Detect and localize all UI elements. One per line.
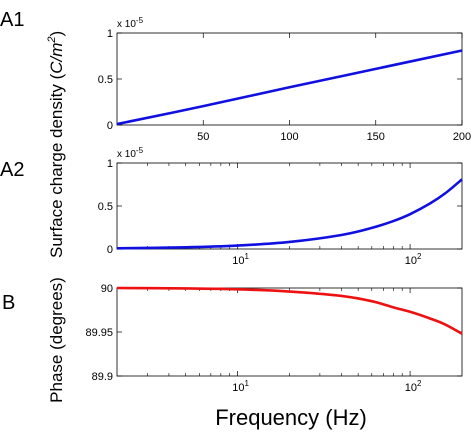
series-line bbox=[116, 178, 463, 250]
y-tick-label: 89.9 bbox=[92, 371, 113, 383]
panel-b: 101 102 89.9 89.95 90 bbox=[85, 283, 463, 394]
y-tick-label: 89.95 bbox=[85, 327, 113, 339]
plot-frame bbox=[116, 32, 463, 126]
panel-label-b: B bbox=[2, 292, 15, 314]
series-line bbox=[116, 286, 463, 335]
y-multiplier: x 10-5 bbox=[117, 16, 144, 30]
panel-label-a2: A2 bbox=[0, 159, 24, 181]
y-tick-label: 90 bbox=[101, 283, 113, 295]
plot-frame bbox=[116, 162, 463, 250]
x-tick-label: 102 bbox=[405, 252, 422, 267]
y-tick-label: 1 bbox=[107, 28, 113, 40]
panel-a2: 101 102 0 0.5 1 x 10-5 bbox=[98, 146, 463, 267]
x-tick-label: 101 bbox=[232, 252, 249, 267]
x-tick-label: 200 bbox=[453, 131, 471, 143]
y-tick-label: 0.5 bbox=[98, 201, 113, 213]
y-axis-label-phase: Phase (degrees) bbox=[47, 277, 66, 403]
x-tick-label: 100 bbox=[280, 131, 298, 143]
y-multiplier: x 10-5 bbox=[117, 146, 144, 160]
plot-frame bbox=[116, 287, 463, 377]
panel-a1: 50 100 150 200 0 0.5 1 x 10-5 bbox=[98, 16, 471, 143]
x-axis-label: Frequency (Hz) bbox=[215, 405, 367, 430]
panel-label-a1: A1 bbox=[0, 9, 24, 31]
series-line bbox=[116, 49, 463, 126]
y-tick-label: 0 bbox=[107, 244, 113, 256]
y-tick-label: 0.5 bbox=[98, 74, 113, 86]
x-tick-label: 150 bbox=[367, 131, 385, 143]
y-tick-label: 0 bbox=[107, 120, 113, 132]
x-tick-label: 50 bbox=[197, 131, 209, 143]
y-tick-label: 1 bbox=[107, 158, 113, 170]
x-tick-label: 101 bbox=[232, 379, 249, 394]
x-tick-label: 102 bbox=[405, 379, 422, 394]
y-axis-label-charge: Surface charge density (C/m2) bbox=[46, 31, 66, 258]
